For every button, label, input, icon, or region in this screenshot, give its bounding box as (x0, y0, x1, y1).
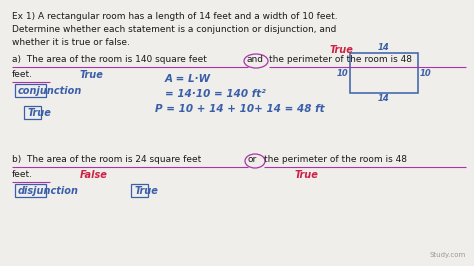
Text: Study.com: Study.com (430, 252, 466, 258)
Text: conjunction: conjunction (18, 86, 82, 96)
Text: or: or (248, 155, 257, 164)
Text: True: True (135, 186, 159, 196)
Text: P = 10 + 14 + 10+ 14 = 48 ft: P = 10 + 14 + 10+ 14 = 48 ft (155, 104, 325, 114)
Text: True: True (295, 170, 319, 180)
Text: the perimeter of the room is 48: the perimeter of the room is 48 (264, 155, 407, 164)
Text: b)  The area of the room is 24 square feet: b) The area of the room is 24 square fee… (12, 155, 201, 164)
Text: and: and (247, 55, 264, 64)
Text: True: True (330, 45, 354, 55)
Text: False: False (80, 170, 108, 180)
Text: feet.: feet. (12, 70, 33, 79)
Text: True: True (28, 108, 52, 118)
Text: feet.: feet. (12, 170, 33, 179)
Text: = 14·10 = 140 ft²: = 14·10 = 140 ft² (165, 89, 266, 99)
Text: disjunction: disjunction (18, 186, 79, 196)
Text: Determine whether each statement is a conjunction or disjunction, and: Determine whether each statement is a co… (12, 25, 337, 34)
Text: 14: 14 (378, 94, 390, 103)
Text: 14: 14 (378, 43, 390, 52)
Text: True: True (80, 70, 104, 80)
Text: the perimeter of the room is 48: the perimeter of the room is 48 (269, 55, 412, 64)
Text: a)  The area of the room is 140 square feet: a) The area of the room is 140 square fe… (12, 55, 207, 64)
Text: 10: 10 (336, 69, 348, 77)
Text: whether it is true or false.: whether it is true or false. (12, 38, 130, 47)
Text: Ex 1) A rectangular room has a length of 14 feet and a width of 10 feet.: Ex 1) A rectangular room has a length of… (12, 12, 337, 21)
Text: 10: 10 (420, 69, 432, 77)
Text: A = L·W: A = L·W (165, 74, 211, 84)
